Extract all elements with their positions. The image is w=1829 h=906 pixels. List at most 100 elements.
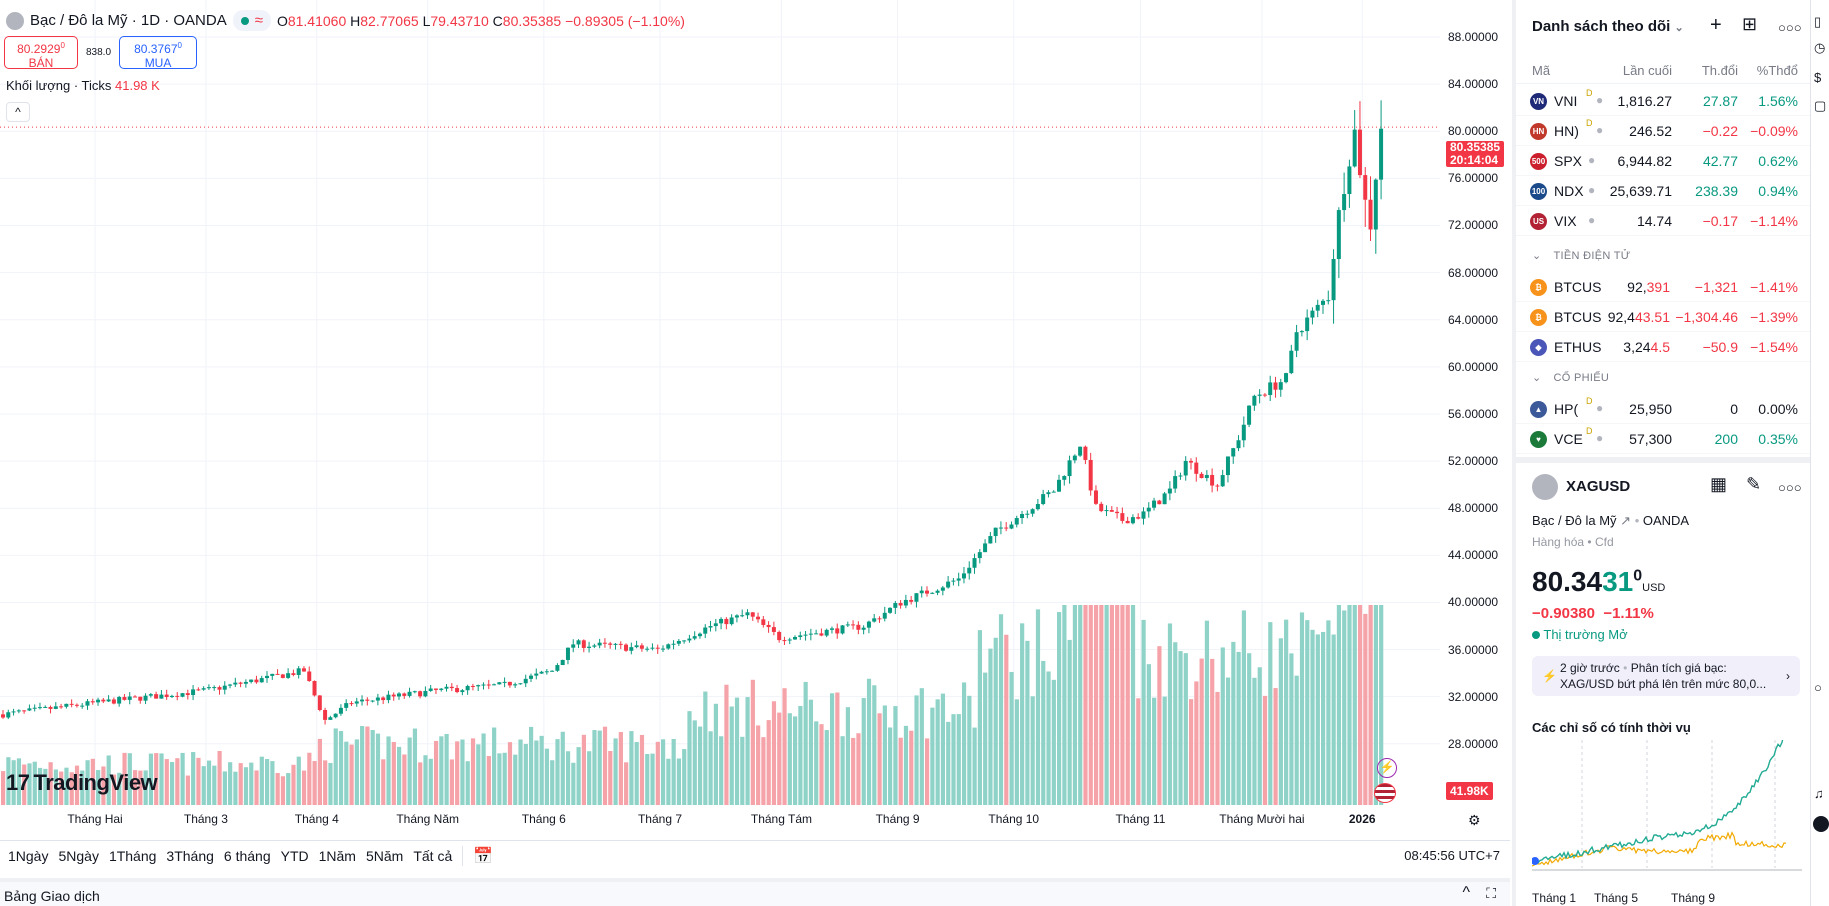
volume-bar <box>518 739 523 805</box>
alerts-icon[interactable]: ◷ <box>1814 40 1826 55</box>
range-all[interactable]: Tất cả <box>413 847 453 864</box>
seasonal-chart[interactable] <box>1532 740 1802 880</box>
time-axis-label: Tháng Mười hai <box>1219 812 1305 826</box>
delayed-badge: D <box>1586 426 1593 436</box>
data-window-icon[interactable]: $ <box>1814 70 1822 85</box>
col-change[interactable]: Th.đổi <box>1701 63 1738 78</box>
volume-legend[interactable]: Khối lượng · Ticks 41.98 K <box>6 78 160 93</box>
volume-bar <box>940 693 946 805</box>
range-1y[interactable]: 1Năm <box>318 847 356 864</box>
chevron-up-icon[interactable]: ^ <box>1462 884 1470 901</box>
watchlist-row[interactable]: 500 SPX ● 6,944.82 42.77 0.62% <box>1516 146 1810 176</box>
candlestick-chart[interactable] <box>0 0 1510 840</box>
edit-icon[interactable]: ✎ <box>1746 474 1762 494</box>
watchlist-row[interactable]: ◆ ETHUS 3,244.5 −50.9 −1.54% <box>1516 332 1810 362</box>
range-5d[interactable]: 5Ngày <box>58 847 99 864</box>
watchlist-title[interactable]: Danh sách theo dõi ⌄ <box>1532 18 1684 35</box>
candle-body <box>317 695 322 710</box>
col-change-pct[interactable]: %Thđổ <box>1756 63 1798 78</box>
candle-body <box>1236 440 1241 449</box>
candle-body <box>1088 459 1093 491</box>
chat-icon[interactable]: ▢ <box>1814 98 1827 113</box>
watchlist-row[interactable]: VN VNI D ● 1,816.27 27.87 1.56% <box>1516 86 1810 116</box>
details-symbol[interactable]: XAGUSD <box>1566 478 1631 495</box>
grid-icon[interactable]: ▦ <box>1710 474 1728 494</box>
symbol-logo-icon: 100 <box>1530 183 1547 200</box>
volume-bar <box>1152 697 1157 805</box>
change: −1,321 <box>1694 279 1738 295</box>
range-6m[interactable]: 6 tháng <box>223 847 271 864</box>
lightning-event-icon[interactable]: ⚡ <box>1377 758 1397 778</box>
symbol-title[interactable]: Bạc / Đô la Mỹ · 1D · OANDA <box>30 12 227 29</box>
calendar-icon[interactable]: ○ <box>1814 680 1822 695</box>
candle-body <box>888 607 893 613</box>
col-symbol[interactable]: Mã <box>1532 63 1551 78</box>
time-axis-label: Tháng Hai <box>67 812 123 826</box>
range-ytd[interactable]: YTD <box>280 847 309 864</box>
symbol-logo-icon: 500 <box>1530 153 1547 170</box>
settings-gear-icon[interactable]: ⚙ <box>1468 812 1481 828</box>
range-3m[interactable]: 3Tháng <box>166 847 214 864</box>
watchlist-row[interactable]: US VIX ● 14.74 −0.17 −1.14% <box>1516 206 1810 236</box>
range-5y[interactable]: 5Năm <box>365 847 404 864</box>
clock[interactable]: 08:45:56 UTC+7 <box>1404 848 1500 863</box>
volume-bar <box>1305 620 1310 805</box>
change: −1,304.46 <box>1675 309 1738 325</box>
add-symbol-icon[interactable]: + <box>1710 14 1722 36</box>
seasonal-title[interactable]: Các chỉ số có tính thời vụ <box>1532 720 1691 735</box>
volume-bar <box>423 755 428 805</box>
watchlist-row[interactable]: ₿ BTCUS 92,443.51 −1,304.46 −1.39% <box>1516 302 1810 332</box>
maximize-icon[interactable]: ⛶ <box>1486 885 1496 901</box>
volume-bar <box>59 771 64 805</box>
silver-symbol-icon <box>6 11 24 30</box>
us-flag-event-icon[interactable] <box>1374 783 1396 803</box>
candle-body <box>560 659 565 666</box>
external-link-icon[interactable]: ↗ <box>1620 513 1632 528</box>
candle-body <box>191 689 196 696</box>
trading-panel-tab[interactable]: Bảng Giao dịch <box>4 888 100 904</box>
watchlist-section-header[interactable]: ⌄ CỔ PHIẾU <box>1532 371 1609 384</box>
symbol: HP( <box>1554 401 1579 417</box>
candle-body <box>935 590 940 593</box>
help-icon[interactable] <box>1813 816 1829 832</box>
watchlist-row[interactable]: ♥ VCE D ● 57,300 200 0.35% <box>1516 424 1810 454</box>
candle-body <box>1057 479 1061 492</box>
market-status-pill[interactable]: ≈ <box>232 10 271 31</box>
watchlist-row[interactable]: ₿ BTCUS 92,391 −1,321 −1.41% <box>1516 272 1810 302</box>
volume-bar <box>1257 667 1262 805</box>
change-pct: 0.00% <box>1758 401 1798 417</box>
details-category: Hàng hóa • Cfd <box>1532 535 1614 549</box>
range-1m[interactable]: 1Tháng <box>108 847 157 864</box>
right-toolbar: ▯ ◷ $ ▢ ○ ♫ <box>1810 0 1829 906</box>
collapse-legend-button[interactable]: ^ <box>6 102 30 122</box>
price-chart[interactable]: Bạc / Đô la Mỹ · 1D · OANDA ≈ O81.41060 … <box>0 0 1510 840</box>
volume-bar <box>898 737 903 805</box>
buy-button[interactable]: 80.37670 MUA <box>119 36 198 70</box>
candle-body <box>412 691 417 693</box>
candle-body <box>1115 511 1120 514</box>
table-layout-icon[interactable]: ⊞ <box>1742 14 1758 34</box>
candle-body <box>1157 500 1162 505</box>
change: 27.87 <box>1702 93 1738 109</box>
watchlist-section-header[interactable]: ⌄ TIỀN ĐIỆN TỬ <box>1532 249 1631 262</box>
volume-bar <box>998 614 1004 805</box>
price-axis-label: 56.00000 <box>1448 406 1499 421</box>
watchlist-row[interactable]: HN HN) D ● 246.52 −0.22 −0.09% <box>1516 116 1810 146</box>
more-options-icon[interactable]: ○○○ <box>1778 20 1802 35</box>
symbol-name-link[interactable]: Bạc / Đô la Mỹ <box>1532 513 1617 528</box>
watchlist-row[interactable]: 100 NDX ● 25,639.71 238.39 0.94% <box>1516 176 1810 206</box>
more-options-icon[interactable]: ○○○ <box>1778 480 1802 495</box>
candle-body <box>539 671 544 674</box>
watchlist-row[interactable]: ▲ HP( D ● 25,950 0 0.00% <box>1516 394 1810 424</box>
volume-bar <box>703 691 708 805</box>
news-headline[interactable]: ⚡ 2 giờ trước • Phân tích giá bạc: XAG/U… <box>1532 656 1800 696</box>
last-price: 6,944.82 <box>1617 153 1673 169</box>
change: −0.17 <box>1702 213 1738 229</box>
notifications-icon[interactable]: ♫ <box>1814 786 1824 801</box>
volume-bar <box>861 698 866 805</box>
date-range-calendar-icon[interactable]: 📅 <box>462 845 493 866</box>
col-last[interactable]: Lần cuối <box>1622 63 1672 78</box>
watchlist-icon[interactable]: ▯ <box>1814 14 1822 29</box>
range-1d[interactable]: 1Ngày <box>8 847 49 864</box>
sell-button[interactable]: 80.29290 BÁN <box>4 36 78 70</box>
